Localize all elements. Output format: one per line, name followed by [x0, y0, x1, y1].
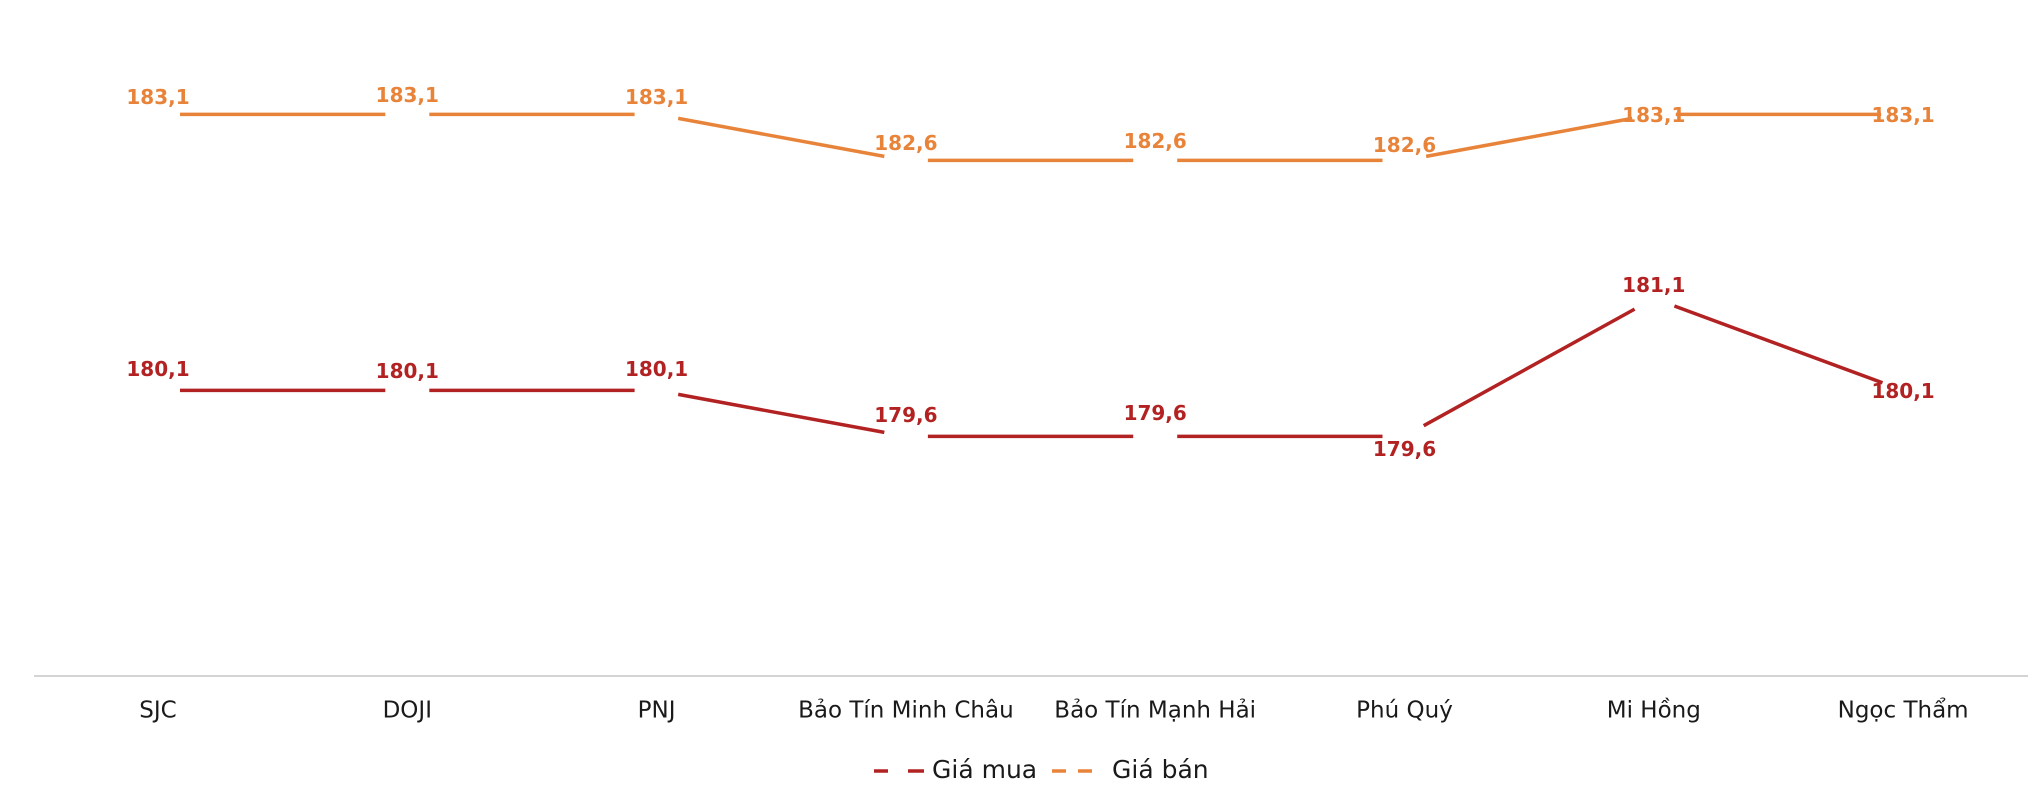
- data-label: 183,1: [1622, 103, 1685, 127]
- series-line-segment: [1422, 307, 1636, 428]
- data-label: 182,6: [874, 131, 937, 155]
- series-line-segment: [677, 116, 885, 159]
- category-tick-label: SJC: [139, 698, 176, 724]
- category-tick-label: Ngọc Thẩm: [1838, 698, 1969, 724]
- category-tick-label: Bảo Tín Minh Châu: [798, 698, 1014, 724]
- data-label: 183,1: [625, 85, 688, 109]
- category-tick-label: Mi Hồng: [1607, 698, 1701, 724]
- legend-label: Giá bán: [1112, 755, 1209, 784]
- category-tick-label: DOJI: [383, 698, 432, 724]
- data-label: 181,1: [1622, 273, 1685, 297]
- category-labels: SJC DOJI PNJ Bảo Tín Minh Châu Bảo Tín Mạnh …: [139, 698, 1968, 724]
- category-tick-label: Bảo Tín Mạnh Hải: [1054, 698, 1256, 724]
- legend-item: Giá mua: [874, 755, 1037, 784]
- data-label: 183,1: [126, 85, 189, 109]
- data-label: 180,1: [625, 357, 688, 381]
- data-label: 182,6: [1124, 129, 1187, 153]
- data-label: 179,6: [1373, 437, 1436, 461]
- data-label: 180,1: [376, 359, 439, 383]
- legend-label: Giá mua: [932, 755, 1037, 784]
- series-gia-ban: [180, 112, 1882, 163]
- data-label: 179,6: [1124, 401, 1187, 425]
- series-line-segment: [677, 392, 885, 435]
- data-label: 179,6: [874, 403, 937, 427]
- data-label: 180,1: [126, 357, 189, 381]
- data-label: 182,6: [1373, 133, 1436, 157]
- data-label: 183,1: [376, 83, 439, 107]
- series-layer: [180, 112, 1884, 439]
- series-line-segment: [1425, 116, 1633, 159]
- data-label: 180,1: [1871, 379, 1934, 403]
- series-gia-mua: [180, 304, 1884, 439]
- category-tick-label: Phú Quý: [1356, 698, 1453, 724]
- data-label-layer: 180,1 180,1 180,1 179,6 179,6 179,6 181,1 180,1…: [126, 83, 1934, 461]
- category-tick-label: PNJ: [638, 698, 676, 724]
- data-label: 183,1: [1871, 103, 1934, 127]
- series-line-segment: [1673, 304, 1884, 385]
- legend-item: Giá bán: [1052, 755, 1209, 784]
- legend: Giá mua Giá bán: [874, 755, 1209, 784]
